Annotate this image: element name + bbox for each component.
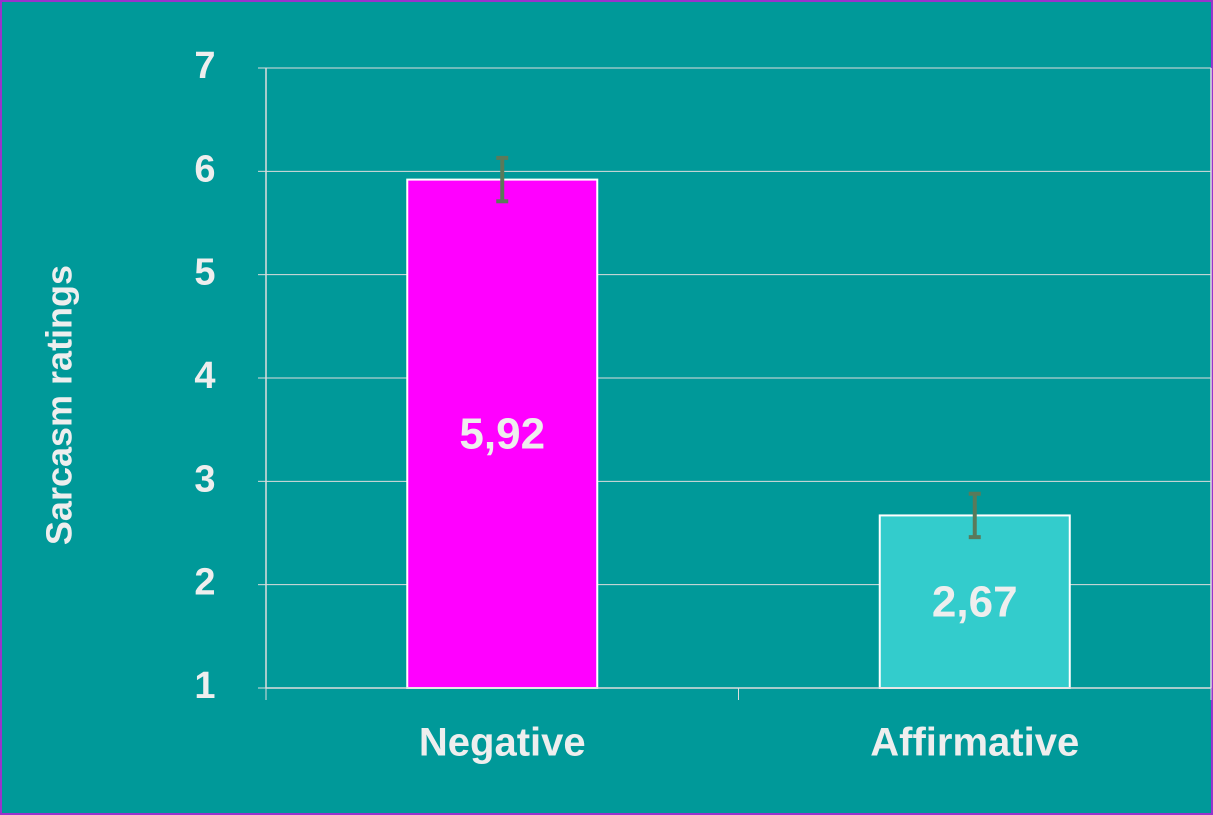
y-tick-label: 2: [194, 562, 215, 604]
x-tick-label: Negative: [419, 721, 586, 765]
value-label: 2,67: [932, 577, 1018, 626]
y-tick-label: 6: [194, 148, 215, 190]
y-tick-label: 5: [194, 252, 215, 294]
y-axis-label: Sarcasm ratings: [39, 265, 80, 545]
y-tick-label: 7: [194, 45, 215, 87]
value-label: 5,92: [459, 409, 545, 458]
y-tick-label: 3: [194, 458, 215, 500]
y-tick-label: 4: [194, 355, 215, 397]
error-bar: [968, 491, 981, 540]
x-tick-label: Affirmative: [870, 721, 1079, 765]
y-tick-label: 1: [194, 665, 215, 707]
error-bar: [496, 155, 509, 204]
